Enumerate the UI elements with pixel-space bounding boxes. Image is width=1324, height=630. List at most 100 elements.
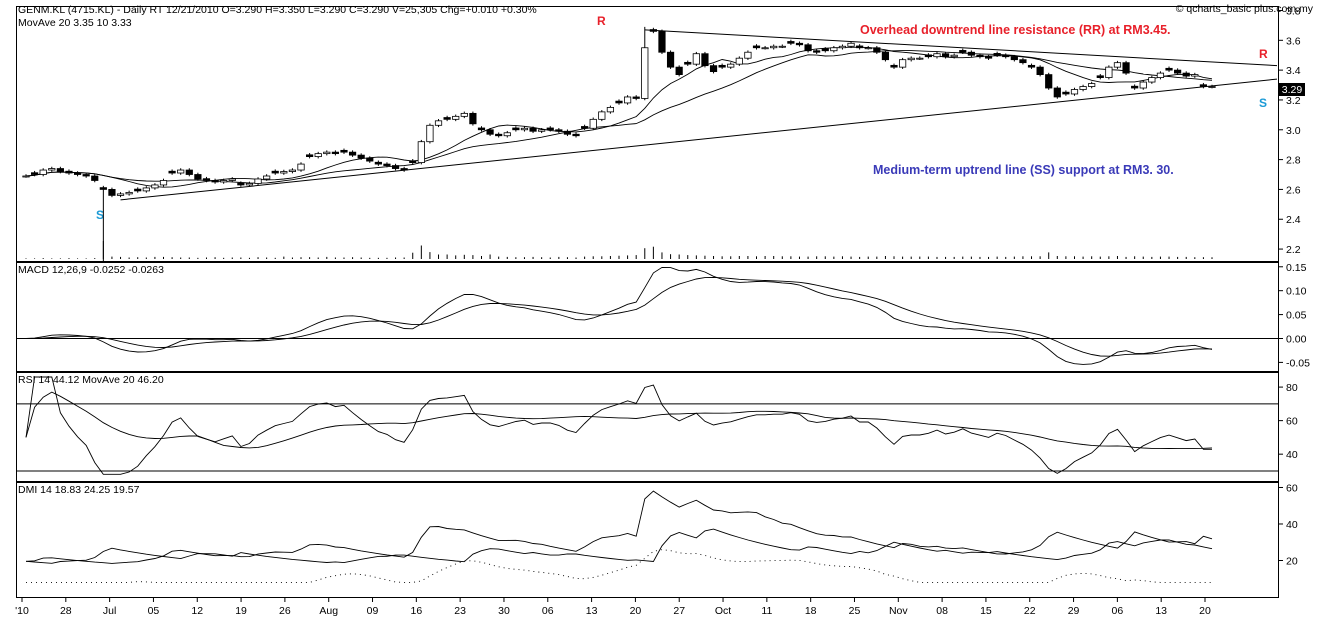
candle-body — [443, 117, 451, 120]
x-tick-label: 23 — [454, 605, 466, 617]
macd-plot — [17, 266, 1278, 365]
candle-body — [142, 187, 150, 192]
candle-body — [185, 169, 193, 175]
x-tick-label: Aug — [319, 605, 338, 617]
candle-body — [177, 169, 185, 174]
candle-body — [804, 44, 812, 52]
candle-body — [1070, 89, 1079, 95]
candle-body — [512, 127, 520, 131]
x-tick-label: 25 — [849, 605, 861, 617]
candle-body — [400, 168, 408, 171]
x-tick-label: 27 — [673, 605, 685, 617]
candle-body — [598, 111, 606, 120]
candle-body — [108, 189, 116, 196]
candle-body — [761, 47, 769, 50]
x-tick-label: Nov — [889, 605, 908, 617]
macd-line — [25, 266, 1213, 365]
candle-body — [1113, 62, 1122, 68]
candle-body — [460, 112, 468, 117]
candle-body — [623, 96, 632, 104]
candle-body — [770, 45, 778, 49]
candle-body — [572, 133, 580, 137]
candle-body — [194, 174, 202, 180]
x-tick-label: 13 — [1155, 605, 1167, 617]
candle-body — [366, 157, 374, 162]
candle-body — [976, 54, 984, 58]
candle-body — [99, 187, 107, 190]
candle-body — [615, 100, 623, 104]
x-tick-label: 30 — [498, 605, 510, 617]
resistance-right-marker: R — [1259, 47, 1268, 61]
candle-body — [280, 171, 288, 174]
macd-tick-label: 0.00 — [1286, 333, 1307, 345]
candle-body — [220, 180, 228, 183]
candle-body — [752, 45, 761, 49]
candle-body — [271, 170, 279, 174]
candle-body — [417, 141, 425, 163]
candle-body — [469, 112, 477, 125]
candle-body — [520, 127, 529, 131]
dmi-tick-label: 20 — [1286, 555, 1298, 567]
candle-body — [735, 57, 743, 65]
candle-body — [718, 64, 726, 68]
price-tick-label: 3.4 — [1286, 65, 1301, 77]
uptrend-line-ss — [120, 78, 1278, 201]
price-tick-label: 3.2 — [1286, 95, 1301, 107]
candle-body — [65, 170, 73, 174]
last-price-label: 3.29 — [1282, 84, 1303, 96]
candle-body — [555, 129, 563, 132]
candle-body — [744, 51, 752, 59]
rsi-plot — [17, 376, 1278, 475]
candle-body — [348, 151, 357, 156]
dmi-plot — [25, 490, 1213, 583]
candle-body — [830, 47, 838, 52]
x-tick-label: 12 — [191, 605, 203, 617]
candle-body — [503, 132, 511, 137]
candle-body — [933, 53, 941, 58]
candle-body — [916, 57, 924, 60]
x-tick-label: 18 — [805, 605, 817, 617]
candle-body — [22, 175, 30, 178]
candle-body — [899, 59, 907, 68]
candle-body — [1191, 74, 1199, 77]
candle-body — [795, 42, 804, 46]
dmi-tick-label: 60 — [1286, 482, 1298, 494]
candle-body — [1148, 77, 1156, 83]
candle-body — [357, 154, 365, 159]
candle-body — [159, 180, 168, 186]
candle-body — [151, 184, 159, 189]
candle-body — [1036, 66, 1044, 75]
rsi-panel-frame — [16, 372, 1279, 482]
price-panel-frame — [16, 6, 1279, 262]
support-right-marker: S — [1259, 96, 1267, 110]
candle-body — [82, 174, 90, 177]
dmi-plus-line — [25, 490, 1213, 564]
x-tick-label: 05 — [148, 605, 160, 617]
macd-tick-label: -0.05 — [1286, 357, 1310, 369]
candle-body — [856, 45, 864, 49]
candle-body — [1131, 85, 1139, 89]
candle-body — [434, 120, 443, 126]
x-tick-label: 20 — [630, 605, 642, 617]
candle-body — [306, 154, 314, 158]
axes: 2.2 2.4 2.6 2.8 3.0 3.2 3.4 3.6 3.8 0.15 0.10 0.05 0… — [15, 5, 1310, 617]
candle-body — [1053, 87, 1061, 98]
price-tick-label: 2.6 — [1286, 184, 1301, 196]
macd-panel-frame — [16, 262, 1279, 372]
candle-body — [1079, 86, 1087, 90]
candle-body — [529, 127, 537, 132]
rsi-header: RSI 14 44.12 MovAve 20 46.20 — [18, 374, 164, 386]
candle-body — [606, 107, 615, 113]
candle-body — [323, 151, 331, 155]
candle-body — [1139, 81, 1147, 89]
x-tick-label: 19 — [235, 605, 247, 617]
candle-body — [1199, 84, 1208, 87]
candle-body — [881, 51, 890, 61]
x-tick-label: 06 — [542, 605, 554, 617]
resistance-annotation: Overhead downtrend line resistance (RR) … — [860, 23, 1171, 37]
candle-body — [984, 56, 993, 59]
price-plot — [22, 26, 1278, 261]
x-tick-label: 20 — [1199, 605, 1211, 617]
x-tick-label: '10 — [15, 605, 29, 617]
x-tick-label: 15 — [980, 605, 992, 617]
